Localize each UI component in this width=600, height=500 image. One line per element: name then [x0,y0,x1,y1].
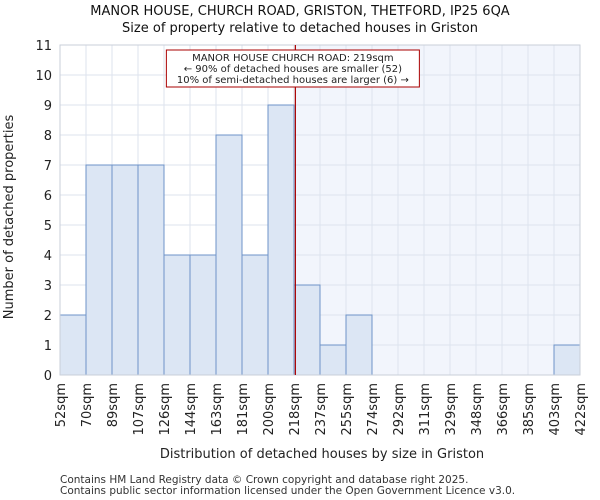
annotation-line: 10% of semi-detached houses are larger (… [177,75,409,86]
x-axis-label: Distribution of detached houses by size … [160,447,484,462]
y-tick-label: 9 [44,99,52,114]
y-tick-label: 8 [44,129,52,144]
x-tick-label: 403sqm [548,383,563,436]
y-tick-label: 7 [44,159,52,174]
y-tick-label: 5 [44,219,52,234]
x-tick-label: 70sqm [80,383,95,427]
histogram-bar [137,164,165,376]
histogram-bar [293,284,321,376]
histogram-bar [85,164,113,376]
histogram-bar [111,164,139,376]
y-tick-label: 2 [44,309,52,324]
x-tick-label: 218sqm [288,383,303,436]
x-tick-label: 52sqm [54,383,69,427]
x-tick-label: 329sqm [444,383,459,436]
y-tick-label: 6 [44,189,52,204]
histogram-bar [241,254,269,376]
x-tick-label: 311sqm [418,383,433,436]
chart-subtitle: Size of property relative to detached ho… [122,21,478,36]
annotation-line: ← 90% of detached houses are smaller (52… [184,64,402,75]
x-tick-label: 237sqm [314,383,329,436]
histogram-bar [267,104,295,376]
x-tick-label: 422sqm [574,383,589,436]
histogram-bar [319,344,347,376]
annotation-line: MANOR HOUSE CHURCH ROAD: 219sqm [192,53,394,64]
y-tick-label: 1 [44,339,52,354]
x-tick-label: 255sqm [340,383,355,436]
annotation-box [165,49,420,88]
y-tick-label: 0 [44,369,52,384]
x-tick-label: 200sqm [262,383,277,436]
footer-licence: Contains public sector information licen… [60,485,516,497]
x-tick-label: 163sqm [210,383,225,436]
histogram-bar [345,314,373,376]
x-tick-label: 107sqm [132,383,147,436]
y-tick-label: 3 [44,279,52,294]
x-tick-label: 274sqm [366,383,381,436]
histogram-bar [163,254,191,376]
x-tick-label: 385sqm [522,383,537,436]
chart-title: MANOR HOUSE, CHURCH ROAD, GRISTON, THETF… [90,4,510,19]
histogram-bar [189,254,217,376]
y-tick-label: 10 [35,69,52,84]
y-axis-label: Number of detached properties [2,115,17,320]
x-tick-label: 126sqm [158,383,173,436]
x-tick-label: 181sqm [236,383,251,436]
histogram-bar [215,134,243,376]
x-tick-label: 366sqm [496,383,511,436]
x-tick-label: 292sqm [392,383,407,436]
histogram-bar [59,314,87,376]
plot-area: 0 1 2 3 4 5 6 7 8 9 10 11 52sqm 70sqm 89sqm 107sqm 126sq… [35,39,589,436]
plot-frame [59,44,581,376]
y-tick-label: 11 [35,39,52,54]
x-tick-label: 89sqm [106,383,121,427]
y-tick-label: 4 [44,249,52,264]
larger-region-shade [295,45,580,375]
histogram-bar [553,344,581,376]
footer-copyright: Contains HM Land Registry data © Crown c… [60,474,469,486]
x-tick-label: 348sqm [470,383,485,436]
x-tick-label: 144sqm [184,383,199,436]
